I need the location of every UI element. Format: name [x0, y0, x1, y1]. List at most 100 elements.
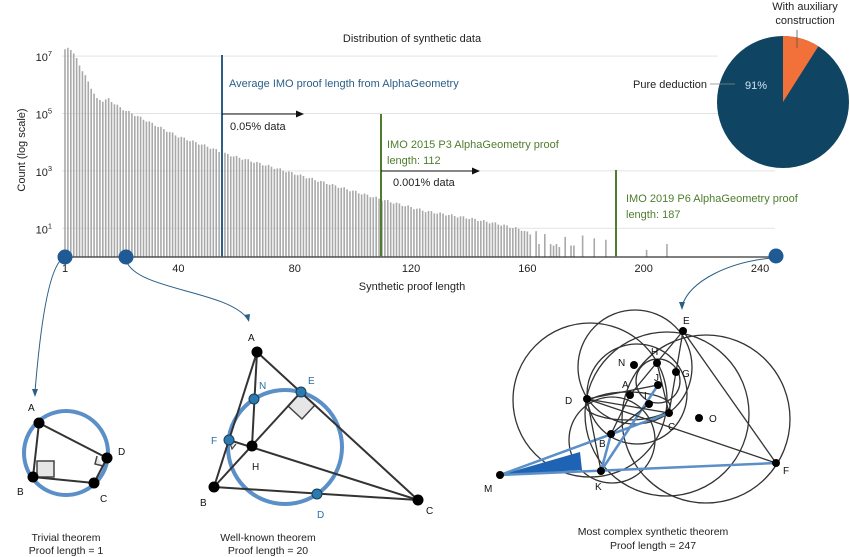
histogram-bar	[389, 202, 392, 257]
histogram-bar	[261, 165, 264, 257]
histogram-bar	[355, 190, 357, 257]
y-tick-label: 101	[36, 221, 52, 236]
histogram-bar	[346, 189, 348, 257]
histogram-bar	[125, 110, 127, 257]
histogram-bar	[375, 196, 377, 257]
histogram-bar	[430, 211, 433, 257]
histogram-bar	[160, 126, 162, 257]
histogram-bar	[302, 176, 305, 257]
histogram-bar	[131, 113, 133, 258]
histogram-bar	[343, 187, 345, 257]
histogram-bars	[64, 47, 668, 258]
histogram-bar	[392, 203, 395, 257]
label-O: O	[709, 414, 717, 425]
histogram-bar	[238, 157, 241, 257]
point-J	[654, 381, 662, 389]
histogram-bar	[235, 155, 238, 257]
histogram-bar	[450, 214, 453, 257]
share-label: 0.001% data	[393, 177, 456, 189]
histogram-bar	[308, 178, 311, 257]
histogram-bar	[227, 153, 229, 257]
histogram-bar	[573, 245, 575, 257]
histogram-bar	[314, 180, 316, 257]
segments	[213, 351, 419, 501]
histogram-bar	[418, 208, 421, 257]
diagram-complex: E H N G J A I D C O B K M F Most complex…	[484, 309, 791, 552]
histogram-bar	[523, 231, 526, 257]
point-D	[583, 395, 591, 403]
label-I: I	[644, 391, 647, 402]
label-F: F	[783, 466, 789, 477]
histogram-bar	[93, 93, 95, 257]
histogram-bar	[110, 101, 113, 257]
histogram-bar	[433, 213, 436, 257]
label-K: K	[595, 482, 602, 493]
share-label: 0.05% data	[230, 121, 287, 133]
histogram-bar	[113, 104, 116, 257]
label-H: H	[252, 462, 259, 473]
histogram-bar	[128, 110, 130, 257]
caption-complex: Most complex synthetic theorem	[578, 526, 729, 538]
histogram-bar	[165, 131, 168, 257]
histogram-bar	[122, 110, 124, 258]
histogram-bar	[538, 244, 540, 257]
histogram-bar	[491, 222, 494, 257]
histogram-bar	[174, 135, 177, 257]
histogram-bar	[218, 152, 220, 257]
histogram-bar	[288, 171, 290, 257]
histogram-bar	[605, 239, 607, 257]
histogram-bar	[78, 65, 81, 257]
histogram-bar	[180, 136, 183, 257]
histogram-bar	[215, 149, 218, 257]
histogram-bar	[67, 47, 69, 258]
histogram-bar	[482, 219, 485, 257]
x-tick-label: 160	[518, 263, 536, 275]
histogram-bar	[526, 231, 529, 257]
caption-trivial: Trivial theorem	[31, 532, 100, 544]
label-C: C	[100, 494, 107, 505]
histogram-bar	[517, 228, 520, 257]
histogram-bar	[133, 116, 136, 257]
arrow-head-icon	[472, 167, 480, 175]
histogram-bar	[497, 224, 500, 257]
label-B: B	[17, 487, 24, 498]
histogram-bar	[442, 213, 444, 257]
histogram-bar	[366, 194, 369, 257]
histogram-bar	[378, 198, 380, 257]
histogram-bar	[340, 187, 343, 257]
histogram-bar	[372, 197, 375, 257]
histogram-bar	[439, 212, 441, 257]
y-ticks: 107 105 103 101	[36, 49, 52, 236]
histogram-bar	[119, 107, 122, 257]
pie-label-pure-deduction: Pure deduction	[633, 79, 707, 91]
pie-label-auxiliary: construction	[775, 15, 834, 27]
histogram-bar	[136, 116, 139, 258]
histogram-bar	[552, 245, 555, 257]
annotation-label: length: 112	[387, 155, 441, 167]
histogram-bar	[581, 235, 584, 257]
x-tick-label: 120	[402, 263, 420, 275]
histogram-bar	[157, 126, 159, 257]
histogram-bar	[142, 119, 145, 257]
label-G: G	[682, 369, 690, 380]
label-A: A	[622, 380, 629, 391]
label-D: D	[317, 510, 324, 521]
connector-complex	[681, 257, 773, 307]
histogram-bar	[465, 218, 468, 257]
point-N	[630, 361, 638, 369]
histogram-bar	[87, 81, 90, 257]
histogram-bar	[334, 185, 337, 257]
label-D: D	[565, 396, 572, 407]
x-tick-label: 40	[172, 263, 184, 275]
histogram-bar	[270, 166, 273, 257]
arrow-head-icon	[296, 110, 304, 118]
histogram-bar	[564, 236, 566, 257]
histogram-bar	[291, 172, 293, 257]
histogram-bar	[384, 200, 386, 257]
proof-length-complex: Proof length = 247	[610, 540, 696, 552]
label-H: H	[651, 347, 658, 358]
histogram-bar	[256, 161, 258, 257]
annotation-imo-2015: IMO 2015 P3 AlphaGeometry proof length: …	[380, 114, 560, 257]
histogram-bar	[424, 212, 427, 257]
